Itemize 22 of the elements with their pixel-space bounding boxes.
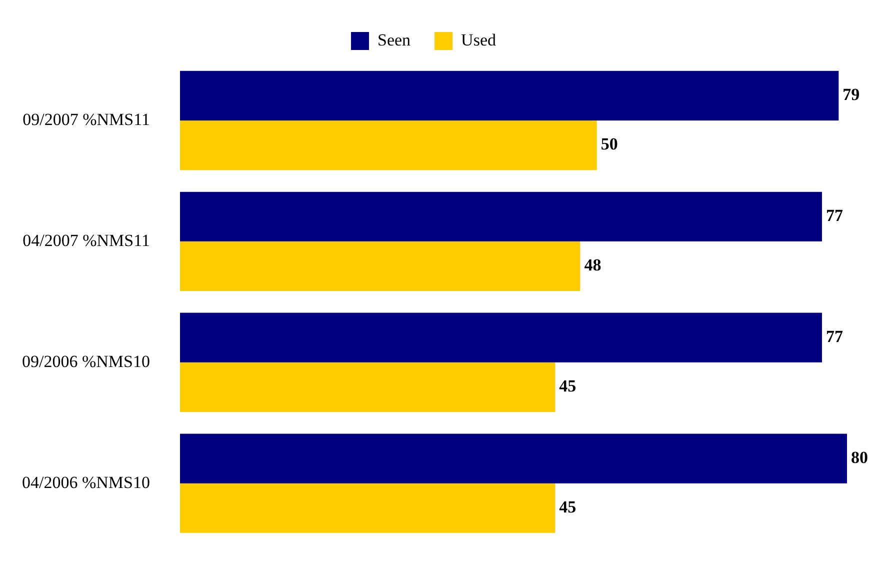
y-tick-label: 04/2006 %NMS10 — [22, 472, 150, 492]
data-label: 77 — [826, 206, 844, 226]
data-label: 45 — [559, 376, 576, 396]
legend-label: Used — [461, 30, 496, 50]
data-label: 48 — [584, 256, 602, 275]
data-label: 77 — [826, 326, 844, 346]
bar — [180, 70, 839, 120]
bar — [180, 434, 847, 484]
y-tick-label: 04/2007 %NMS11 — [22, 230, 150, 250]
bar — [180, 120, 597, 170]
bar — [180, 241, 580, 292]
y-tick-label: 09/2006 %NMS10 — [22, 352, 150, 371]
bar — [180, 192, 822, 242]
bar — [180, 362, 556, 412]
bar — [180, 483, 556, 533]
y-tick-label: 09/2007 %NMS11 — [22, 110, 150, 129]
bar — [180, 312, 822, 362]
data-label: 80 — [851, 448, 868, 467]
data-label: 50 — [600, 134, 618, 154]
data-label: 45 — [559, 498, 576, 517]
legend-label: Seen — [378, 30, 412, 50]
data-label: 79 — [842, 85, 860, 104]
